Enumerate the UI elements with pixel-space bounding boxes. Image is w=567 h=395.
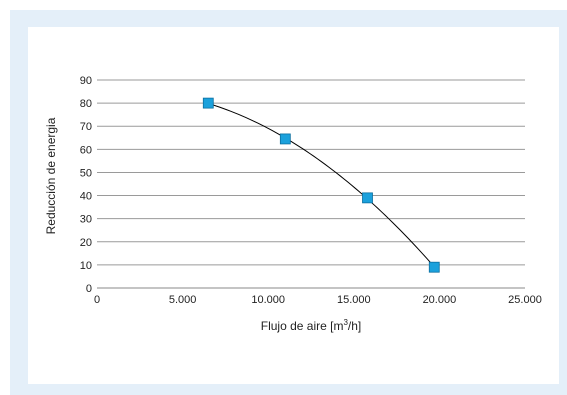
y-tick-labels: 0 10 20 30 40 50 60 70 80 90 xyxy=(80,75,92,295)
y-tick-label: 80 xyxy=(80,98,92,110)
y-axis-title: Reducción de energia xyxy=(44,117,58,234)
y-tick-label: 20 xyxy=(80,237,92,249)
x-tick-label: 0 xyxy=(94,294,100,306)
data-point-marker xyxy=(279,133,291,145)
data-point-marker xyxy=(428,261,440,273)
data-point-marker xyxy=(202,97,214,109)
y-tick-label: 40 xyxy=(80,191,92,203)
data-point-marker xyxy=(362,192,373,204)
data-points xyxy=(202,97,440,273)
x-tick-label: 5.000 xyxy=(169,294,197,306)
chart-panel xyxy=(28,27,559,384)
x-tick-labels: 0 5.000 10.000 15.000 20.000 25.000 xyxy=(94,294,542,306)
x-axis-title-main: Flujo de aire [m xyxy=(261,319,344,333)
y-tick-label: 10 xyxy=(80,260,92,272)
x-axis-title: Flujo de aire [m3/h] xyxy=(261,318,362,333)
y-tick-label: 70 xyxy=(80,121,92,133)
y-tick-label: 50 xyxy=(80,167,92,179)
x-axis-title-unit: /h] xyxy=(348,319,361,333)
y-tick-label: 60 xyxy=(80,144,92,156)
x-tick-label: 15.000 xyxy=(337,294,371,306)
x-axis-title-superscript: 3 xyxy=(343,318,348,327)
y-tick-label: 90 xyxy=(80,75,92,87)
trendline xyxy=(208,102,435,268)
x-tick-label: 25.000 xyxy=(508,294,542,306)
x-tick-label: 20.000 xyxy=(423,294,457,306)
y-tick-label: 0 xyxy=(86,283,92,295)
grid-lines xyxy=(97,79,525,266)
y-tick-label: 30 xyxy=(80,214,92,226)
x-tick-label: 10.000 xyxy=(251,294,285,306)
